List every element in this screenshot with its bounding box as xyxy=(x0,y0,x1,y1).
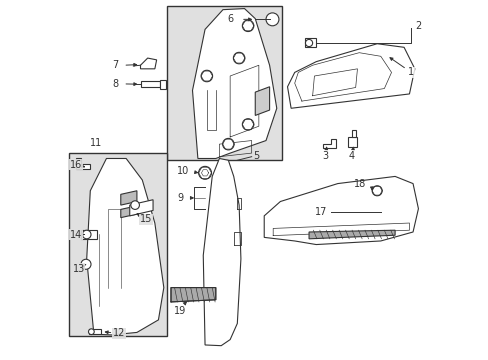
Text: 3: 3 xyxy=(322,151,328,161)
Text: 15: 15 xyxy=(140,215,152,224)
Polygon shape xyxy=(121,191,137,205)
Text: 7: 7 xyxy=(112,60,118,70)
Circle shape xyxy=(198,166,211,179)
Circle shape xyxy=(371,186,382,196)
Circle shape xyxy=(265,13,278,26)
Bar xyxy=(167,6,282,160)
Polygon shape xyxy=(160,80,165,89)
Text: 4: 4 xyxy=(348,151,354,161)
Text: 14: 14 xyxy=(70,230,82,239)
Polygon shape xyxy=(264,176,418,244)
Text: 17: 17 xyxy=(314,207,326,217)
Polygon shape xyxy=(308,230,394,239)
Text: 13: 13 xyxy=(73,264,85,274)
Text: 19: 19 xyxy=(173,306,186,316)
Polygon shape xyxy=(323,139,335,148)
Bar xyxy=(69,153,167,336)
Circle shape xyxy=(81,259,91,269)
Circle shape xyxy=(82,230,91,239)
Circle shape xyxy=(222,138,234,150)
Polygon shape xyxy=(81,230,97,239)
Text: 12: 12 xyxy=(113,328,125,338)
Text: 18: 18 xyxy=(353,179,366,189)
Polygon shape xyxy=(140,58,156,69)
Polygon shape xyxy=(348,137,357,147)
Circle shape xyxy=(242,119,253,130)
Circle shape xyxy=(201,70,212,82)
Polygon shape xyxy=(121,206,137,218)
Polygon shape xyxy=(76,158,90,169)
Polygon shape xyxy=(140,81,160,87)
Text: 6: 6 xyxy=(227,14,233,24)
Polygon shape xyxy=(287,44,414,108)
Polygon shape xyxy=(88,329,101,334)
Polygon shape xyxy=(203,158,241,346)
Text: 2: 2 xyxy=(414,21,420,31)
Text: 5: 5 xyxy=(253,150,259,161)
Circle shape xyxy=(305,40,312,46)
Circle shape xyxy=(242,20,253,32)
Polygon shape xyxy=(86,158,163,335)
Text: 11: 11 xyxy=(90,138,102,148)
Text: 16: 16 xyxy=(70,159,82,170)
Polygon shape xyxy=(351,130,355,137)
Circle shape xyxy=(88,329,94,334)
Circle shape xyxy=(131,201,139,210)
Polygon shape xyxy=(171,288,215,302)
Text: 9: 9 xyxy=(177,193,183,203)
Text: 1: 1 xyxy=(407,67,413,77)
Text: 10: 10 xyxy=(176,166,188,176)
Polygon shape xyxy=(129,200,153,216)
Circle shape xyxy=(233,52,244,64)
Polygon shape xyxy=(192,9,276,158)
Polygon shape xyxy=(255,87,269,116)
Text: 8: 8 xyxy=(112,79,118,89)
Polygon shape xyxy=(304,39,316,47)
